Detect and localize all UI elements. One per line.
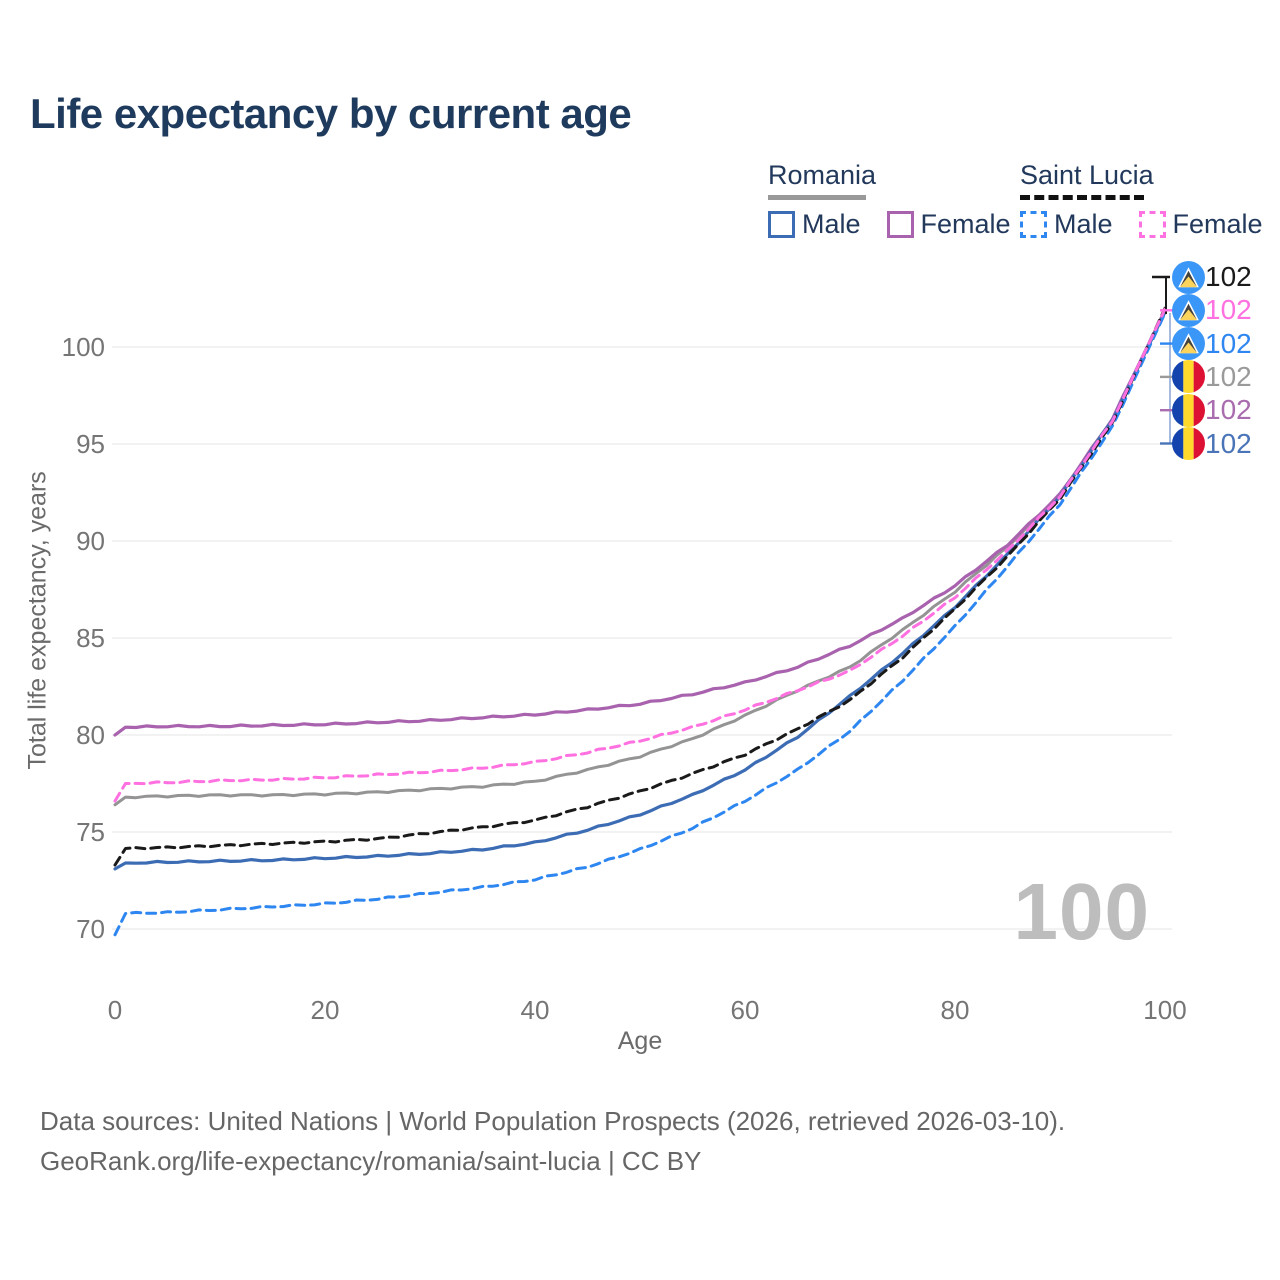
legend-underline-romania <box>768 195 866 200</box>
romania-flag-icon <box>1172 360 1205 394</box>
end-label-romania-female[interactable]: 102 <box>1172 393 1252 427</box>
y-tick-label-80: 80 <box>76 720 105 750</box>
series-line-saint-lucia-female[interactable] <box>113 307 1167 803</box>
attribution-link-text[interactable]: GeoRank.org/life-expectancy/romania/sain… <box>40 1146 702 1176</box>
y-tick-label-95: 95 <box>76 429 105 459</box>
end-label-saint-lucia-female[interactable]: 102 <box>1172 293 1252 327</box>
x-tick-label-100: 100 <box>1143 995 1187 1025</box>
saint-lucia-flag-icon <box>1172 260 1205 294</box>
legend-item-label: Female <box>1172 209 1263 239</box>
legend-item-romania-male[interactable]: Male <box>768 209 861 240</box>
legend-item-label: Male <box>1054 209 1113 239</box>
end-label-romania-total[interactable]: 102 <box>1172 360 1252 394</box>
x-tick-label-60: 60 <box>730 995 760 1025</box>
end-value: 102 <box>1205 427 1252 459</box>
legend-item-label: Female <box>920 209 1011 239</box>
saint-lucia-flag-icon <box>1172 327 1205 361</box>
legend-group-saint-lucia: Saint Lucia Male Female <box>1020 160 1263 240</box>
end-label-saint-lucia-male[interactable]: 102 <box>1172 327 1252 361</box>
romania-male-swatch-icon <box>768 211 795 238</box>
end-value: 102 <box>1205 261 1252 292</box>
series-line-saint-lucia-total[interactable] <box>113 306 1167 867</box>
x-tick-label-40: 40 <box>520 995 550 1025</box>
romania-flag-icon <box>1172 393 1205 427</box>
legend-item-label: Male <box>802 209 861 239</box>
x-tick-label-20: 20 <box>310 995 340 1025</box>
y-tick-label-100: 100 <box>61 332 105 362</box>
x-axis-title: Age <box>617 1027 663 1055</box>
age-watermark: 100 <box>1013 867 1150 956</box>
legend-group-romania: Romania Male Female <box>768 160 1011 240</box>
series-line-romania-female[interactable] <box>113 308 1167 737</box>
end-value: 102 <box>1205 294 1252 326</box>
legend-underline-saint-lucia <box>1020 195 1144 200</box>
y-tick-label-85: 85 <box>76 623 105 653</box>
y-tick-label-75: 75 <box>76 817 105 847</box>
series-line-romania-total[interactable] <box>113 309 1167 807</box>
x-tick-label-80: 80 <box>940 995 970 1025</box>
end-value: 102 <box>1205 394 1252 426</box>
page-title: Life expectancy by current age <box>30 90 632 137</box>
saint-lucia-male-swatch-icon <box>1020 211 1047 238</box>
romania-flag-icon <box>1172 427 1205 460</box>
data-sources-text: Data sources: United Nations | World Pop… <box>40 1106 1066 1136</box>
end-value: 102 <box>1205 327 1252 359</box>
saint-lucia-female-swatch-icon <box>1138 211 1166 238</box>
end-value: 102 <box>1205 360 1252 392</box>
legend-country-label-saint-lucia: Saint Lucia <box>1020 160 1154 190</box>
end-label-saint-lucia-total[interactable]: 102 <box>1172 260 1252 294</box>
legend-country-label-romania: Romania <box>768 160 877 190</box>
saint-lucia-flag-icon <box>1172 293 1205 327</box>
legend-item-saint-lucia-male[interactable]: Male <box>1020 209 1113 240</box>
legend-item-saint-lucia-female[interactable]: Female <box>1138 209 1263 240</box>
series-line-romania-male[interactable] <box>113 310 1167 871</box>
legend-item-romania-female[interactable]: Female <box>886 209 1011 240</box>
end-label-romania-male[interactable]: 102 <box>1172 427 1252 461</box>
series-line-saint-lucia-male[interactable] <box>113 311 1167 937</box>
x-tick-label-0: 0 <box>107 995 123 1025</box>
y-tick-label-90: 90 <box>76 526 105 556</box>
romania-female-swatch-icon <box>886 211 914 238</box>
y-tick-label-70: 70 <box>76 914 105 944</box>
